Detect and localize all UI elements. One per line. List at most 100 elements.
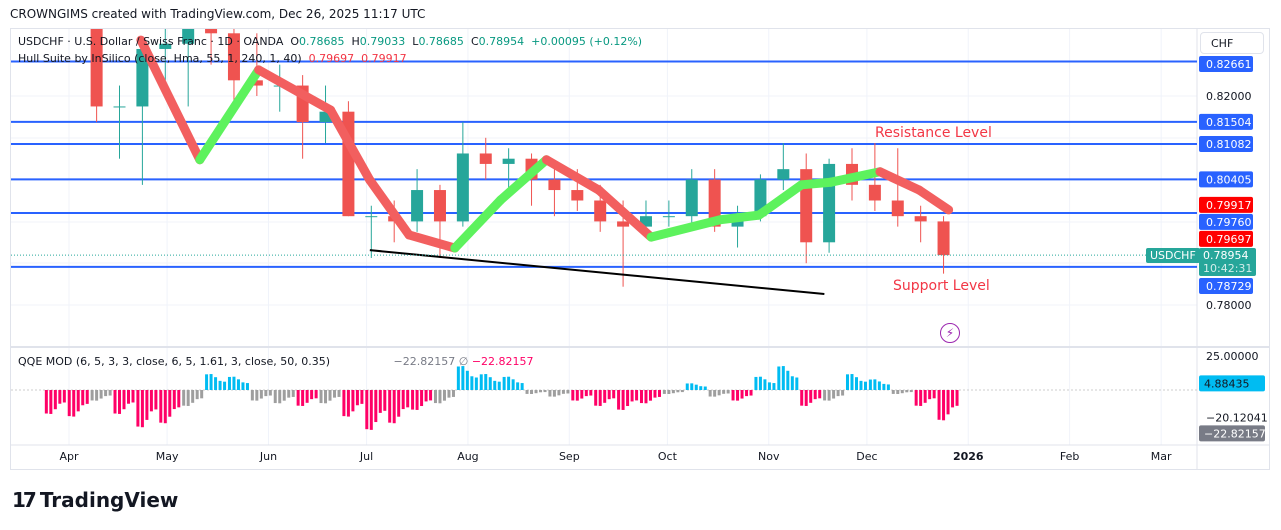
qqe-histogram-bar xyxy=(598,390,602,406)
qqe-histogram-bar xyxy=(502,376,506,390)
qqe-histogram-bar xyxy=(873,379,877,390)
candle-body xyxy=(250,80,263,86)
hull-price-label-bg xyxy=(1199,230,1253,247)
qqe-histogram-bar xyxy=(516,382,520,390)
qqe-histogram-bar xyxy=(447,390,451,398)
candle-body xyxy=(777,169,790,180)
qqe-histogram-bar xyxy=(337,390,341,397)
candle-body xyxy=(685,179,698,217)
qqe-value-1: −22.82157 xyxy=(393,355,456,368)
qqe-histogram-bar xyxy=(479,374,483,390)
qqe-histogram-bar xyxy=(484,374,488,390)
support-trendline xyxy=(369,249,825,296)
qqe-histogram-bar xyxy=(95,390,99,401)
qqe-histogram-bar xyxy=(383,390,387,411)
qqe-histogram-bar xyxy=(795,377,799,390)
low-label: L xyxy=(412,35,419,48)
qqe-histogram-bar xyxy=(268,390,272,396)
level-price-label-bg xyxy=(1199,56,1253,72)
qqe-histogram-bar xyxy=(209,374,213,390)
qqe-histogram-bar xyxy=(177,390,181,408)
hull-ribbon-segment xyxy=(646,215,725,242)
qqe-histogram-bar xyxy=(76,390,80,412)
qqe-histogram-bar xyxy=(767,382,771,390)
hull-title[interactable]: Hull Suite by InSilico (close, Hma, 55, … xyxy=(18,52,302,65)
qqe-na-symbol: ∅ xyxy=(458,355,469,368)
qqe-histogram-bar xyxy=(877,381,881,390)
time-tick-label: Jun xyxy=(259,450,277,463)
qqe-histogram-bar xyxy=(758,376,762,390)
symbol-title[interactable]: USDCHF · U.S. Dollar / Swiss Franc · 1D … xyxy=(18,35,284,48)
qqe-histogram-bar xyxy=(580,390,584,399)
qqe-histogram-bar xyxy=(182,390,186,406)
qqe-histogram-bar xyxy=(154,390,158,410)
qqe-histogram-bar xyxy=(429,390,433,401)
qqe-histogram-bar xyxy=(140,390,144,428)
qqe-histogram-bar xyxy=(708,390,712,397)
qqe-histogram-bar xyxy=(264,390,268,397)
qqe-histogram-bar xyxy=(955,390,959,406)
close-value: 0.78954 xyxy=(478,35,525,48)
candle-body xyxy=(90,29,103,107)
qqe-histogram-bar xyxy=(740,390,744,399)
qqe-histogram-bar xyxy=(245,383,249,390)
qqe-histogram-bar xyxy=(388,390,392,423)
qqe-histogram-bar xyxy=(145,390,149,420)
currency-button[interactable]: CHF xyxy=(1200,32,1264,54)
qqe-histogram-bar xyxy=(690,383,694,390)
qqe-histogram-bar xyxy=(415,390,419,410)
tv-logo-icon: 𝟭𝟳 xyxy=(12,488,37,512)
candle-body xyxy=(548,179,561,191)
tradingview-logo[interactable]: 𝟭𝟳 TradingView xyxy=(12,488,178,512)
brand-name: TradingView xyxy=(39,488,179,512)
hull-ribbon-segment xyxy=(594,185,656,242)
qqe-histogram-bar xyxy=(200,390,204,399)
qqe-histogram-bar xyxy=(488,377,492,390)
qqe-histogram-bar xyxy=(736,390,740,401)
level-price-label-bg xyxy=(1199,171,1253,188)
candle-body xyxy=(411,190,424,222)
qqe-histogram-bar xyxy=(754,376,758,390)
qqe-histogram-bar xyxy=(406,390,410,408)
qqe-histogram-bar xyxy=(296,390,300,406)
level-price-label: 0.78729 xyxy=(1206,280,1252,293)
qqe-histogram-bar xyxy=(850,374,854,390)
qqe-title[interactable]: QQE MOD (6, 5, 3, 3, close, 6, 5, 1.61, … xyxy=(18,355,331,368)
qqe-histogram-bar xyxy=(809,390,813,403)
time-tick-label: Jul xyxy=(359,450,373,463)
qqe-histogram-bar xyxy=(827,390,831,401)
qqe-histogram-bar xyxy=(99,390,103,399)
qqe-histogram-bar xyxy=(703,386,707,390)
qqe-value-label-bg xyxy=(1199,375,1265,392)
bar-countdown: 10:42:31 xyxy=(1203,262,1253,275)
qqe-histogram-bar xyxy=(287,390,291,398)
qqe-histogram-bar xyxy=(328,390,332,401)
qqe-histogram-bar xyxy=(854,377,858,390)
open-value: 0.78685 xyxy=(299,35,345,48)
qqe-histogram-bar xyxy=(442,390,446,401)
candle-body xyxy=(456,153,469,222)
qqe-histogram-bar xyxy=(763,379,767,390)
qqe-histogram-bar xyxy=(859,380,863,390)
qqe-histogram-bar xyxy=(731,390,735,401)
qqe-histogram-bar xyxy=(113,390,117,414)
qqe-histogram-bar xyxy=(72,390,76,417)
qqe-histogram-bar xyxy=(401,390,405,410)
qqe-histogram-bar xyxy=(81,390,85,406)
hull-ribbon-segment xyxy=(541,155,604,195)
qqe-histogram-bar xyxy=(301,390,305,406)
qqe-histogram-bar xyxy=(214,377,218,390)
qqe-histogram-bar xyxy=(653,390,657,398)
price-tick-label: 0.82000 xyxy=(1206,90,1252,103)
candle-body xyxy=(868,184,881,201)
qqe-histogram-bar xyxy=(163,390,167,424)
qqe-histogram-bar xyxy=(44,390,48,414)
qqe-tick-label: 25.00000 xyxy=(1206,350,1259,363)
qqe-pane xyxy=(11,366,1197,430)
candle-body xyxy=(662,216,675,218)
qqe-histogram-bar xyxy=(530,390,534,394)
lightning-icon[interactable]: ⚡ xyxy=(940,323,960,343)
change-value: +0.00095 (+0.12%) xyxy=(531,35,643,48)
qqe-histogram-bar xyxy=(411,390,415,410)
